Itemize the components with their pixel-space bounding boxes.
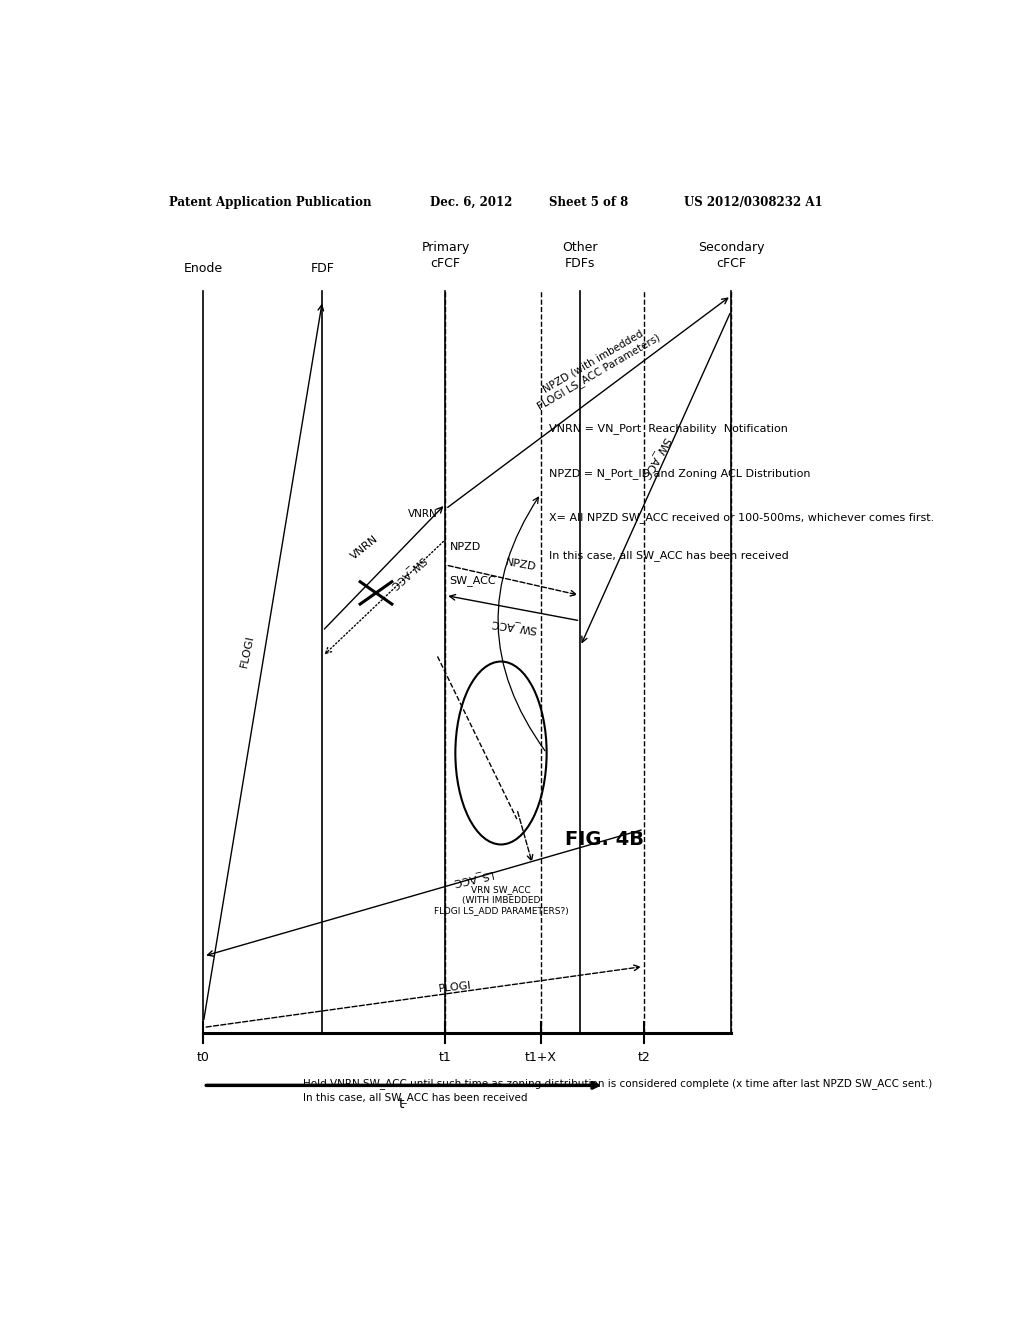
Text: NPZD = N_Port_ID and Zoning ACL Distribution: NPZD = N_Port_ID and Zoning ACL Distribu… — [549, 469, 810, 479]
Text: t: t — [399, 1097, 404, 1110]
Text: Dec. 6, 2012: Dec. 6, 2012 — [430, 195, 512, 209]
Text: SW_ACC: SW_ACC — [388, 554, 428, 591]
Text: Other
FDFs: Other FDFs — [562, 242, 598, 271]
Text: FLOGI: FLOGI — [239, 634, 255, 668]
Text: t1+X: t1+X — [524, 1052, 557, 1064]
Text: SW_ACC: SW_ACC — [489, 618, 537, 635]
Text: VNRN: VNRN — [408, 510, 437, 519]
Text: t0: t0 — [197, 1052, 210, 1064]
Text: SW_ACC: SW_ACC — [639, 436, 672, 482]
Text: US 2012/0308232 A1: US 2012/0308232 A1 — [684, 195, 822, 209]
Text: Sheet 5 of 8: Sheet 5 of 8 — [549, 195, 628, 209]
Text: SW_ACC: SW_ACC — [450, 574, 496, 586]
Text: NPZD (with imbedded
FLOGI LS_ACC Parameters): NPZD (with imbedded FLOGI LS_ACC Paramet… — [530, 322, 663, 412]
Text: FDF: FDF — [310, 263, 335, 276]
Text: VNRN = VN_Port  Reachability  Notification: VNRN = VN_Port Reachability Notification — [549, 422, 787, 433]
Text: X= All NPZD SW_ACC received or 100-500ms, whichever comes first.: X= All NPZD SW_ACC received or 100-500ms… — [549, 512, 934, 523]
Text: VNRN: VNRN — [348, 533, 380, 561]
Text: LS_ACC: LS_ACC — [450, 867, 493, 887]
Text: t2: t2 — [638, 1052, 650, 1064]
Text: Primary
cFCF: Primary cFCF — [421, 242, 470, 271]
Text: NPZD: NPZD — [505, 557, 538, 573]
Text: Patent Application Publication: Patent Application Publication — [169, 195, 372, 209]
Text: Secondary
cFCF: Secondary cFCF — [698, 242, 764, 271]
Text: Hold VNRN SW_ACC until such time as zoning distribution is considered complete (: Hold VNRN SW_ACC until such time as zoni… — [303, 1078, 932, 1104]
Text: Enode: Enode — [184, 263, 223, 276]
Text: t1: t1 — [439, 1052, 452, 1064]
Text: PLOGI: PLOGI — [438, 979, 472, 994]
Text: VRN SW_ACC
(WITH IMBEDDED
FLOGI LS_ADD PARAMETERS?): VRN SW_ACC (WITH IMBEDDED FLOGI LS_ADD P… — [433, 886, 568, 915]
Text: FIG. 4B: FIG. 4B — [564, 830, 644, 849]
Text: NPZD: NPZD — [450, 541, 480, 552]
Text: In this case, all SW_ACC has been received: In this case, all SW_ACC has been receiv… — [549, 549, 788, 561]
